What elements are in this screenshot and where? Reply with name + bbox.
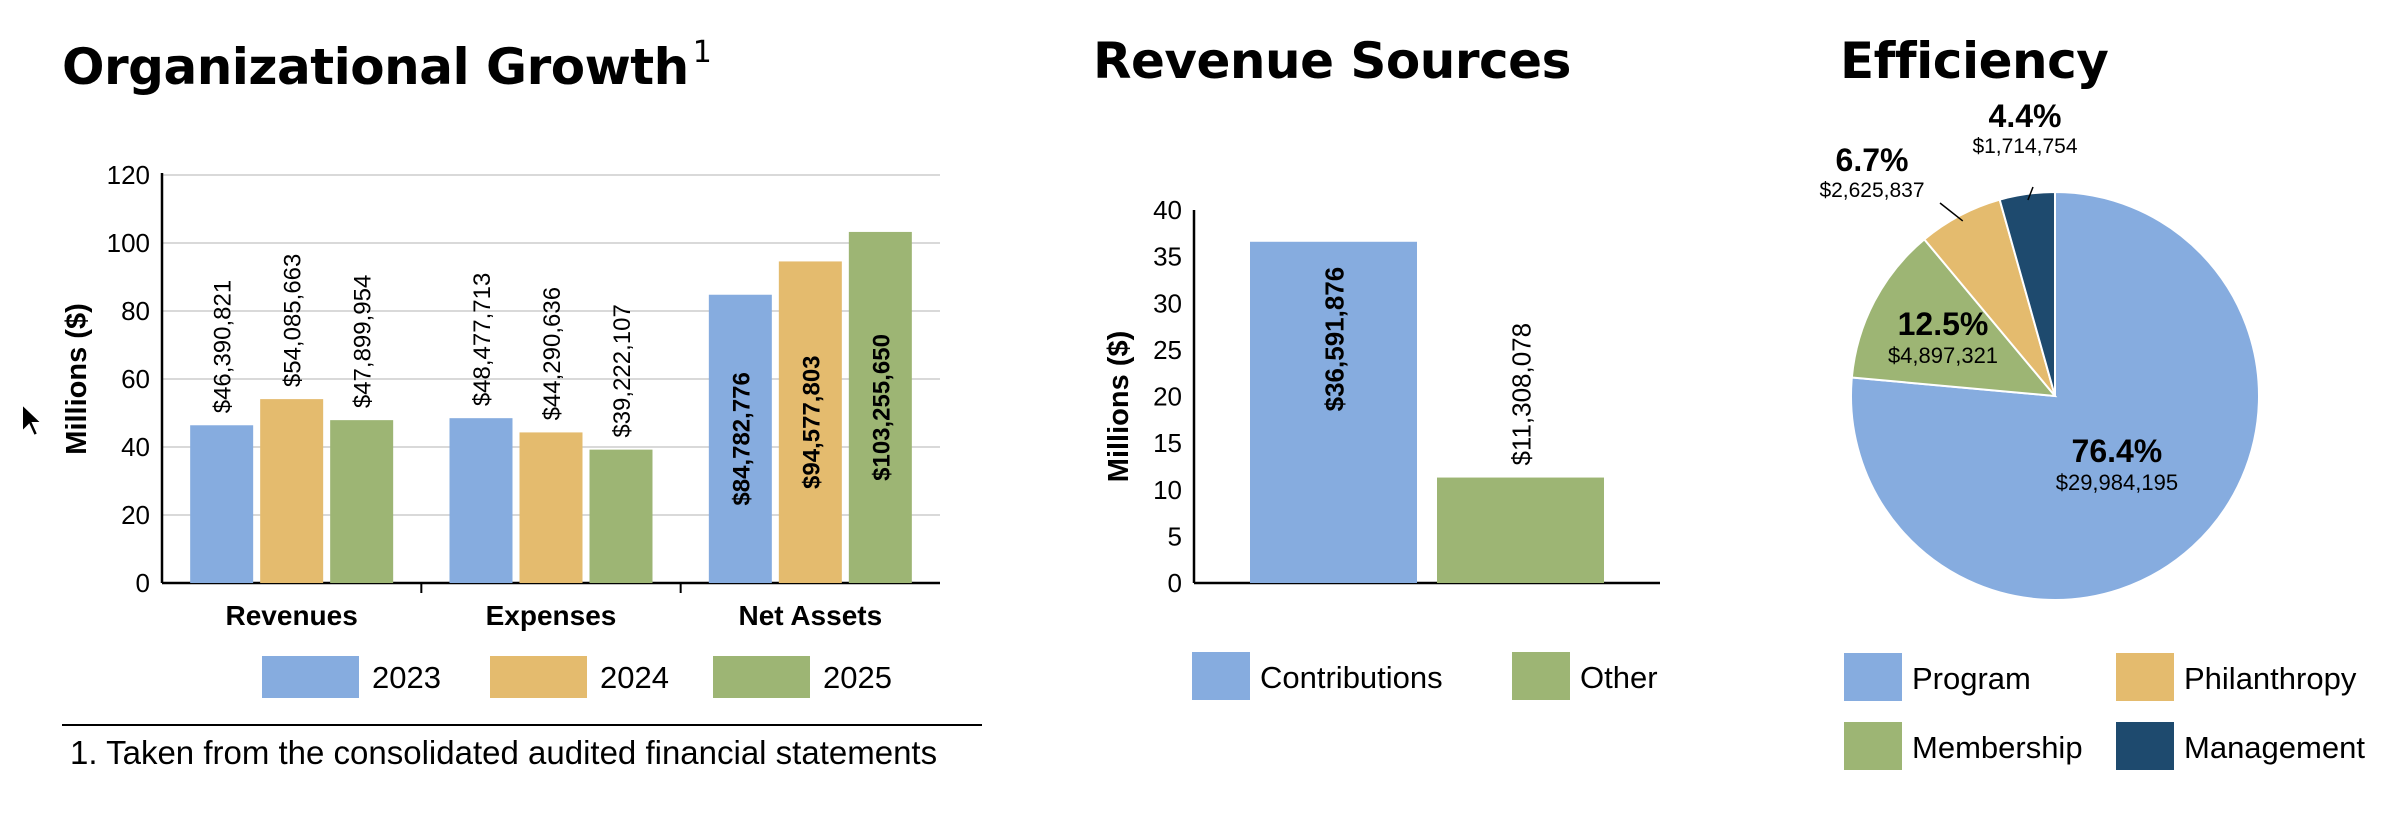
slice-amount-label: $4,897,321 <box>1888 343 1998 368</box>
footnote-divider <box>62 724 982 726</box>
slice-amount-label: $29,984,195 <box>2056 470 2178 495</box>
leader-line <box>2027 186 2034 201</box>
bar-data-label: $11,308,078 <box>1507 323 1537 466</box>
legend-swatch <box>2116 653 2174 701</box>
bar-2025 <box>330 420 394 583</box>
footnote: 1. Taken from the consolidated audited f… <box>70 734 938 771</box>
bar-2024 <box>260 399 324 583</box>
x-category-label: Revenues <box>226 600 358 631</box>
bar-data-label: $47,899,954 <box>350 275 377 408</box>
legend-swatch <box>1844 722 1902 770</box>
bar-data-label: $46,390,821 <box>210 280 237 413</box>
legend-swatch <box>713 656 810 698</box>
bar-data-label: $54,085,663 <box>280 254 307 387</box>
x-category-label: Net Assets <box>738 600 882 631</box>
bar-other <box>1437 477 1604 583</box>
legend-label: Contributions <box>1260 660 1443 695</box>
y-tick-label: 20 <box>1153 382 1182 412</box>
bar-data-label: $48,477,713 <box>469 273 496 406</box>
y-axis-label: Millions ($) <box>61 303 93 454</box>
y-tick-label: 120 <box>107 160 150 190</box>
slice-amount-label: $2,625,837 <box>1819 179 1924 202</box>
pie-slice-management <box>1998 190 2056 397</box>
legend-label: Management <box>2184 730 2365 765</box>
bar-2024 <box>778 261 842 583</box>
efficiency-chart-title: Efficiency <box>1840 32 2109 90</box>
legend-swatch <box>2116 722 2174 770</box>
legend-label: Philanthropy <box>2184 661 2357 696</box>
y-tick-label: 60 <box>121 364 150 394</box>
legend-swatch <box>1192 652 1250 700</box>
legend-label: 2024 <box>600 660 669 695</box>
legend-label: Other <box>1580 660 1658 695</box>
y-tick-label: 0 <box>136 568 150 598</box>
slice-percent-label: 4.4% <box>1989 98 2062 134</box>
bar-2023 <box>708 294 772 583</box>
legend-swatch <box>490 656 587 698</box>
bar-data-label: $94,577,803 <box>798 355 825 488</box>
y-tick-label: 30 <box>1153 288 1182 318</box>
legend-label: Membership <box>1912 730 2083 765</box>
legend-swatch <box>1844 653 1902 701</box>
legend-label: 2023 <box>372 660 441 695</box>
bar-data-label: $84,782,776 <box>728 372 755 505</box>
bar-data-label: $44,290,636 <box>539 287 566 420</box>
x-category-label: Expenses <box>486 600 617 631</box>
leader-line <box>1939 202 1964 222</box>
y-tick-label: 5 <box>1168 521 1182 551</box>
bar-2025 <box>848 231 912 583</box>
pie-slice-membership <box>1850 237 2058 398</box>
y-tick-label: 80 <box>121 296 150 326</box>
bar-data-label: $39,222,107 <box>609 304 636 437</box>
mouse-cursor-icon <box>21 401 45 438</box>
y-tick-label: 35 <box>1153 242 1182 272</box>
growth-chart-title: Organizational Growth 1 <box>62 35 712 93</box>
revenue-chart-title: Revenue Sources <box>1093 32 1571 90</box>
y-tick-label: 20 <box>121 500 150 530</box>
legend-label: 2025 <box>823 660 892 695</box>
legend-label: Program <box>1912 661 2031 696</box>
y-tick-label: 0 <box>1168 568 1182 598</box>
bar-data-label: $36,591,876 <box>1320 267 1350 412</box>
bar-contributions <box>1250 241 1417 583</box>
bar-data-label: $103,255,650 <box>868 334 895 481</box>
slice-amount-label: $1,714,754 <box>1972 135 2077 158</box>
y-tick-label: 15 <box>1153 428 1182 458</box>
y-tick-label: 100 <box>107 228 150 258</box>
bar-2023 <box>449 418 513 583</box>
legend-swatch <box>1512 652 1570 700</box>
bar-2023 <box>190 425 254 583</box>
slice-percent-label: 12.5% <box>1898 306 1989 342</box>
slice-percent-label: 76.4% <box>2072 433 2163 469</box>
bar-2024 <box>519 432 583 583</box>
legend-swatch <box>262 656 359 698</box>
slice-percent-label: 6.7% <box>1836 142 1909 178</box>
footnote-marker: 1 <box>692 35 712 70</box>
y-tick-label: 10 <box>1153 475 1182 505</box>
y-tick-label: 40 <box>121 432 150 462</box>
growth-title-text: Organizational Growth <box>62 38 689 96</box>
y-tick-label: 40 <box>1153 195 1182 225</box>
y-tick-label: 25 <box>1153 335 1182 365</box>
bar-2025 <box>589 449 653 583</box>
y-axis-label: Millions ($) <box>1103 331 1135 482</box>
